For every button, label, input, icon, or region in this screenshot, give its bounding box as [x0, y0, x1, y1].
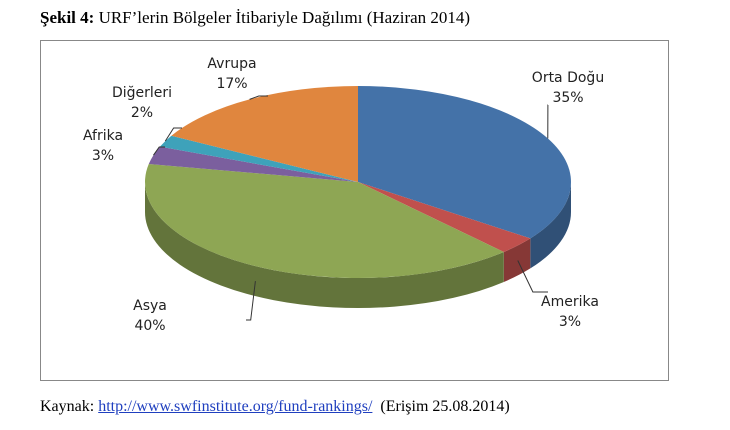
value-label: 3% — [559, 314, 581, 330]
source-access: (Erişim 25.08.2014) — [380, 398, 510, 415]
pie-slice — [358, 182, 531, 282]
value-label: 2% — [131, 105, 153, 121]
caption-label: Şekil 4: — [40, 8, 95, 27]
slice-top — [159, 135, 358, 182]
category-label: Amerika — [541, 294, 599, 310]
value-label: 3% — [92, 148, 114, 164]
slice-side — [530, 182, 571, 269]
slice-top — [171, 86, 358, 182]
slice-side — [145, 182, 504, 309]
pie-slice — [171, 86, 358, 182]
slice-top — [358, 86, 571, 239]
category-label: Afrika — [83, 128, 123, 144]
leader-line — [153, 146, 165, 156]
source: Kaynak: http://www.swfinstitute.org/fund… — [40, 398, 510, 416]
source-label: Kaynak: — [40, 398, 95, 415]
category-label: Orta Doğu — [532, 70, 604, 86]
pie-slice — [148, 146, 358, 182]
value-label: 17% — [216, 76, 247, 92]
leader-line — [249, 95, 268, 100]
caption: Şekil 4: URF’lerin Bölgeler İtibariyle D… — [40, 8, 470, 28]
slice-top — [144, 164, 504, 279]
pie-slice — [358, 86, 571, 269]
source-link[interactable]: http://www.swfinstitute.org/fund-ranking… — [98, 398, 373, 415]
leader-line — [246, 281, 256, 321]
chart: Orta Doğu 35% Amerika 3% Asya 40% Afrika 3% Diğe… — [40, 40, 669, 381]
slice-top — [148, 146, 358, 182]
caption-text: URF’lerin Bölgeler İtibariyle Dağılımı (… — [98, 8, 471, 27]
value-label: 35% — [552, 90, 583, 106]
pie-slice — [144, 164, 504, 309]
category-label: Diğerleri — [112, 85, 172, 101]
leader-line — [164, 127, 182, 142]
value-label: 40% — [134, 318, 165, 334]
leader-line — [517, 260, 548, 293]
slice-top — [358, 182, 531, 252]
category-label: Avrupa — [207, 56, 256, 72]
pie-slice — [159, 135, 358, 182]
category-label: Asya — [133, 298, 167, 314]
slice-side — [503, 238, 531, 282]
